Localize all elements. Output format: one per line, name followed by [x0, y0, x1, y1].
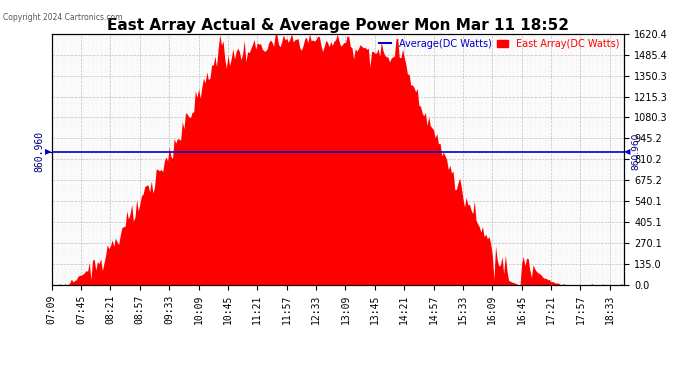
Text: 860.960: 860.960 — [631, 133, 640, 170]
Title: East Array Actual & Average Power Mon Mar 11 18:52: East Array Actual & Average Power Mon Ma… — [107, 18, 569, 33]
Legend: Average(DC Watts), East Array(DC Watts): Average(DC Watts), East Array(DC Watts) — [375, 35, 624, 52]
Text: ◀: ◀ — [624, 147, 631, 156]
Text: ▶: ▶ — [46, 147, 52, 156]
Text: Copyright 2024 Cartronics.com: Copyright 2024 Cartronics.com — [3, 13, 123, 22]
